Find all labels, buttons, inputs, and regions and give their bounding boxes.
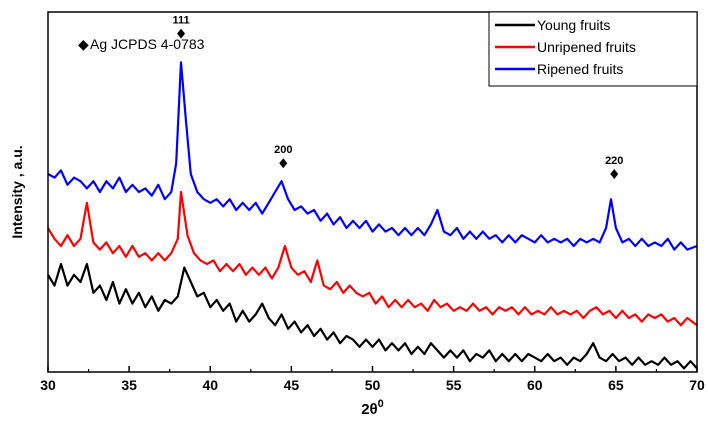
legend-label: Ripened fruits — [537, 61, 623, 77]
peak-diamond-marker — [610, 169, 619, 179]
legend-label: Young fruits — [537, 17, 610, 33]
x-tick-label: 55 — [446, 377, 462, 393]
peak-label: 220 — [605, 155, 623, 167]
x-tick-label: 35 — [121, 377, 137, 393]
series-line-ripened-fruits — [47, 61, 698, 251]
x-axis-ticks: 30 35 40 45 50 55 60 65 70 — [40, 366, 705, 393]
x-tick-label: 70 — [689, 377, 705, 393]
x-tick-label: 30 — [40, 377, 56, 393]
legend-label: Unripened fruits — [537, 39, 636, 55]
y-axis-title: Intensity , a.u. — [9, 145, 25, 238]
x-axis-title: 2θ0 — [361, 398, 384, 418]
annotation-text: Ag JCPDS 4-0783 — [90, 36, 205, 52]
x-tick-label: 40 — [202, 377, 218, 393]
x-tick-label: 50 — [365, 377, 381, 393]
series-group — [47, 61, 698, 370]
peak-diamond-marker — [177, 28, 186, 39]
diamond-icon: ◆ — [78, 36, 89, 52]
x-axis-title-superscript: 0 — [378, 398, 384, 410]
peak-label: 111 — [172, 15, 189, 27]
peak-labels: 111 200 220 — [172, 15, 623, 179]
peak-diamond-marker — [279, 158, 288, 169]
x-axis-title-main: 2θ — [361, 401, 377, 418]
x-tick-label: 45 — [284, 377, 300, 393]
peak-label: 200 — [274, 144, 292, 156]
series-line-young-fruits — [47, 262, 698, 370]
reference-annotation: ◆ Ag JCPDS 4-0783 — [78, 36, 205, 52]
series-line-unripened-fruits — [47, 190, 698, 327]
x-tick-label: 65 — [608, 377, 624, 393]
x-tick-label: 60 — [527, 377, 543, 393]
legend: Young fruits Unripened fruits Ripened frui… — [488, 11, 698, 87]
plot-area: 111 200 220 — [47, 15, 698, 370]
